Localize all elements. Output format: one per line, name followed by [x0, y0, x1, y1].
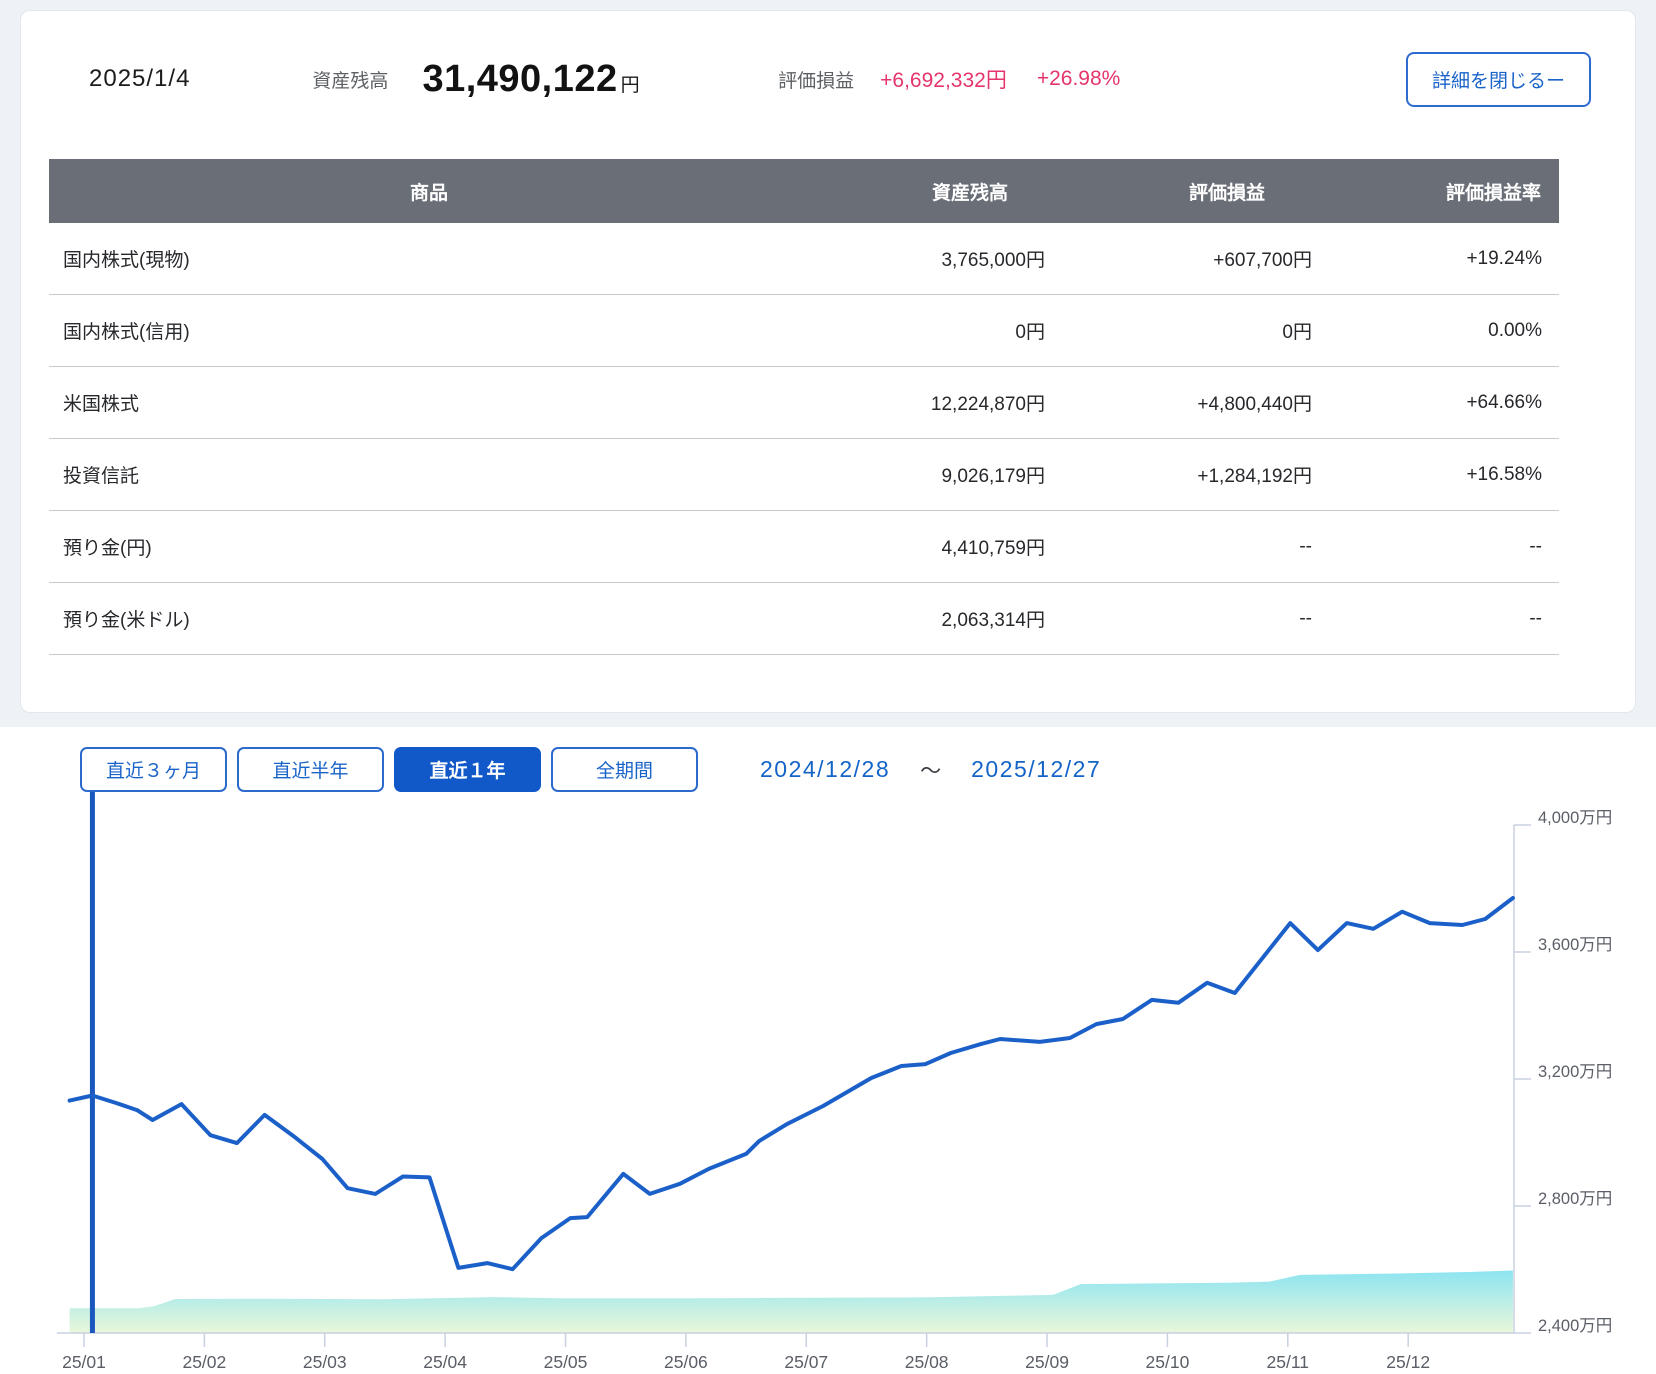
- range-button-全期間[interactable]: 全期間: [551, 747, 698, 792]
- product-name: 国内株式(現物): [63, 250, 190, 271]
- asset-history-chart[interactable]: 25/01 25/02 25/03 25/04 25/05 25/06 25/07 25/08…: [0, 727, 1656, 1374]
- total-assets-line: [67, 896, 1515, 1272]
- asset-table: 商品 資産残高 評価損益 評価損益率 国内株式(現物) 3,765,000円 +60…: [49, 159, 1559, 655]
- pl-rate-cell: --: [1529, 535, 1542, 557]
- summary-header: 2025/1/4 資産残高 31,490,122 円 評価損益 +6,692,33…: [21, 11, 1635, 147]
- x-tick-label: 25/10: [1146, 1352, 1190, 1372]
- y-tick-label: 3,200万円: [1538, 1063, 1612, 1081]
- pl-rate-cell: +16.58%: [1466, 463, 1542, 485]
- x-tick-label: 25/06: [664, 1352, 708, 1372]
- range-button-直近３ヶ月[interactable]: 直近３ヶ月: [80, 747, 227, 792]
- range-button-直近１年[interactable]: 直近１年: [394, 747, 541, 792]
- pl-cell: --: [1299, 535, 1312, 557]
- balance-cell: 4,410,759円: [941, 538, 1045, 559]
- pl-rate-cell: +64.66%: [1466, 391, 1542, 413]
- balance-cell: 0円: [1015, 322, 1045, 343]
- y-tick-label: 2,400万円: [1538, 1317, 1612, 1335]
- y-tick-label: 4,000万円: [1538, 809, 1612, 827]
- pl-rate: +26.98%: [1036, 67, 1121, 90]
- principal-area: [69, 1270, 1513, 1333]
- table-row: 投資信託 9,026,179円 +1,284,192円 +16.58%: [49, 439, 1559, 511]
- date-range: 2024/12/28 ～ 2025/12/27: [760, 755, 1101, 785]
- balance-label: 資産残高: [312, 70, 389, 92]
- table-row: 国内株式(現物) 3,765,000円 +607,700円 +19.24%: [49, 223, 1559, 295]
- pl-cell: +607,700円: [1213, 250, 1312, 271]
- range-start-date: 2024/12/28: [760, 756, 891, 782]
- product-name: 米国株式: [63, 394, 140, 415]
- table-row: 米国株式 12,224,870円 +4,800,440円 +64.66%: [49, 367, 1559, 439]
- x-tick-label: 25/03: [303, 1352, 347, 1372]
- table-row: 預り金(円) 4,410,759円 -- --: [49, 511, 1559, 583]
- x-tick-label: 25/02: [182, 1352, 226, 1372]
- column-header-balance: 資産残高: [931, 182, 1008, 204]
- as-of-date: 2025/1/4: [89, 65, 191, 92]
- balance-value: 31,490,122 円: [422, 57, 641, 100]
- x-tick-label: 25/07: [784, 1352, 828, 1372]
- range-controls: 直近３ヶ月 直近半年 直近１年 全期間 2024/12/28 ～ 2025/12/27: [0, 747, 1656, 792]
- x-tick-label: 25/08: [905, 1352, 949, 1372]
- close-details-button[interactable]: 詳細を閉じるー: [1405, 51, 1591, 107]
- x-tick-label: 25/11: [1267, 1352, 1310, 1372]
- asset-table-header: 商品 資産残高 評価損益 評価損益率: [49, 159, 1559, 223]
- product-name: 預り金(米ドル): [63, 610, 190, 631]
- balance-cell: 12,224,870円: [930, 394, 1045, 415]
- pl-rate-cell: 0.00%: [1488, 319, 1542, 341]
- table-row: 国内株式(信用) 0円 0円 0.00%: [49, 295, 1559, 367]
- table-row: 預り金(米ドル) 2,063,314円 -- --: [49, 583, 1559, 655]
- product-name: 国内株式(信用): [63, 322, 190, 343]
- pl-cell: --: [1299, 607, 1312, 629]
- balance-unit: 円: [620, 74, 641, 96]
- pl-label: 評価損益: [778, 70, 855, 92]
- x-tick-label: 25/12: [1386, 1352, 1430, 1372]
- range-buttons: 直近３ヶ月 直近半年 直近１年 全期間: [80, 747, 708, 792]
- pl-cell: +4,800,440円: [1197, 394, 1312, 415]
- range-separator: ～: [920, 759, 942, 783]
- balance-cell: 3,765,000円: [941, 250, 1045, 271]
- x-tick-label: 25/05: [544, 1352, 588, 1372]
- asset-table-body: 国内株式(現物) 3,765,000円 +607,700円 +19.24% 国内株式(信…: [49, 223, 1559, 655]
- y-tick-label: 3,600万円: [1538, 936, 1612, 954]
- y-tick-label: 2,800万円: [1538, 1190, 1612, 1208]
- column-header-pl: 評価損益: [1188, 182, 1265, 204]
- balance-cell: 9,026,179円: [941, 466, 1045, 487]
- x-tick-label: 25/09: [1025, 1352, 1069, 1372]
- pl-amount: +6,692,332円: [880, 69, 1007, 92]
- x-tick-label: 25/04: [423, 1352, 467, 1372]
- pl-rate-cell: +19.24%: [1466, 247, 1542, 269]
- chart-card: 25/01 25/02 25/03 25/04 25/05 25/06 25/07 25/08…: [0, 727, 1656, 1374]
- range-button-直近半年[interactable]: 直近半年: [237, 747, 384, 792]
- balance-cell: 2,063,314円: [941, 610, 1045, 631]
- summary-card: 2025/1/4 資産残高 31,490,122 円 評価損益 +6,692,33…: [20, 10, 1636, 713]
- product-name: 投資信託: [63, 466, 140, 487]
- product-name: 預り金(円): [63, 538, 152, 559]
- pl-rate-cell: --: [1529, 607, 1542, 629]
- pl-cell: 0円: [1282, 322, 1312, 343]
- column-header-pl-rate: 評価損益率: [1445, 182, 1541, 204]
- x-tick-label: 25/01: [62, 1352, 106, 1372]
- pl-cell: +1,284,192円: [1197, 466, 1312, 487]
- column-header-product: 商品: [409, 182, 448, 204]
- range-end-date: 2025/12/27: [971, 756, 1102, 782]
